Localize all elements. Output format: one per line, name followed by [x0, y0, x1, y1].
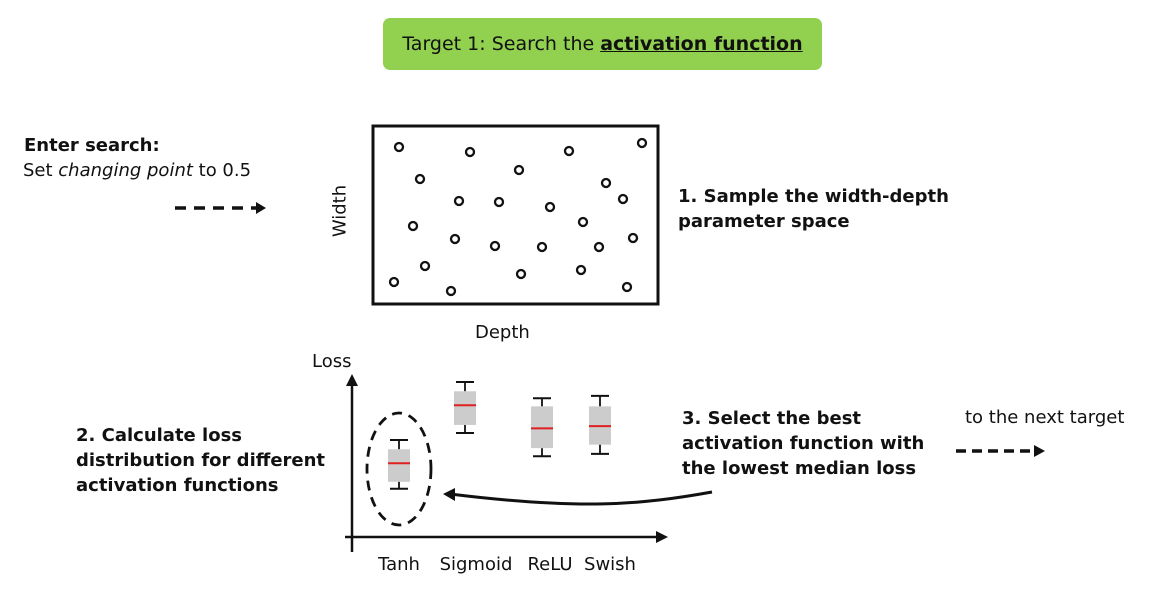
sample-point — [636, 137, 648, 149]
step1-line2: parameter space — [678, 211, 850, 232]
search-setting-post: to 0.5 — [192, 160, 252, 181]
loss-y-arrow-icon — [346, 374, 358, 386]
banner-emphasis: activation function — [600, 33, 803, 55]
sample-point — [515, 268, 527, 280]
sample-point — [419, 260, 431, 272]
sample-points — [388, 137, 648, 297]
sample-point — [513, 164, 525, 176]
x-tick-label: ReLU — [527, 554, 572, 575]
x-tick-label: Sigmoid — [440, 554, 513, 575]
step1-text: 1. Sample the width-depth parameter spac… — [678, 184, 949, 234]
highlight-ellipse — [365, 411, 433, 527]
next-target-label: to the next target — [965, 407, 1125, 428]
box-iqr — [388, 449, 410, 482]
step3-line3: the lowest median loss — [682, 458, 917, 479]
sample-point — [536, 241, 548, 253]
sample-point — [388, 276, 400, 288]
box-iqr — [454, 391, 476, 425]
box-plot-relu — [531, 397, 553, 458]
sample-point — [464, 146, 476, 158]
sample-point — [449, 233, 461, 245]
search-arrow — [175, 202, 266, 214]
sample-point — [575, 264, 587, 276]
sample-point — [493, 196, 505, 208]
search-setting-italic: changing point — [58, 160, 193, 181]
sample-point — [393, 141, 405, 153]
banner-prefix: Target 1: Search the — [402, 33, 595, 55]
loss-axes — [345, 374, 668, 552]
step2-text: 2. Calculate loss distribution for diffe… — [76, 423, 325, 498]
next-target-arrow — [956, 445, 1045, 457]
step3-text: 3. Select the best activation function w… — [682, 406, 924, 481]
sample-point — [627, 232, 639, 244]
loss-x-ticks: Tanh Sigmoid ReLU Swish — [377, 554, 636, 575]
search-title: Enter search: — [24, 135, 160, 156]
sample-point — [593, 241, 605, 253]
search-setting: Set changing point to 0.5 — [23, 160, 251, 181]
x-tick-label: Tanh — [377, 554, 420, 575]
box-plot-swish — [589, 394, 611, 455]
sample-point — [600, 177, 612, 189]
select-arrow — [449, 490, 713, 506]
sample-point — [544, 201, 556, 213]
sample-point — [445, 285, 457, 297]
step3-line1: 3. Select the best — [682, 408, 862, 429]
sample-box — [371, 124, 660, 306]
sample-xlabel: Depth — [475, 322, 530, 343]
step2-line1: 2. Calculate loss — [76, 425, 242, 446]
step2-line2: distribution for different — [76, 450, 326, 471]
step2-line3: activation functions — [76, 475, 279, 496]
target-banner: Target 1: Search the activation function — [383, 18, 822, 70]
sample-point — [489, 240, 501, 252]
box-plot-tanh — [388, 439, 410, 490]
x-tick-label: Swish — [584, 554, 636, 575]
loss-x-arrow-icon — [656, 531, 668, 543]
sample-point — [577, 216, 589, 228]
step3-line2: activation function with — [682, 433, 925, 454]
box-plots — [388, 381, 611, 490]
sample-point — [407, 220, 419, 232]
sample-point — [453, 195, 465, 207]
box-iqr — [531, 406, 553, 449]
step1-line1: 1. Sample the width-depth — [678, 186, 949, 207]
sample-point — [617, 193, 629, 205]
select-arrowhead-icon — [443, 488, 455, 501]
sample-point — [621, 281, 633, 293]
box-plot-sigmoid — [454, 381, 476, 435]
search-setting-pre: Set — [23, 160, 59, 181]
sample-point — [414, 173, 426, 185]
sample-point — [563, 145, 575, 157]
loss-ylabel: Loss — [312, 351, 351, 372]
